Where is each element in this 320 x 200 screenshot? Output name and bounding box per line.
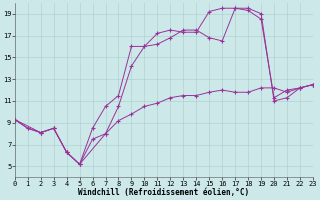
X-axis label: Windchill (Refroidissement éolien,°C): Windchill (Refroidissement éolien,°C) xyxy=(78,188,249,197)
